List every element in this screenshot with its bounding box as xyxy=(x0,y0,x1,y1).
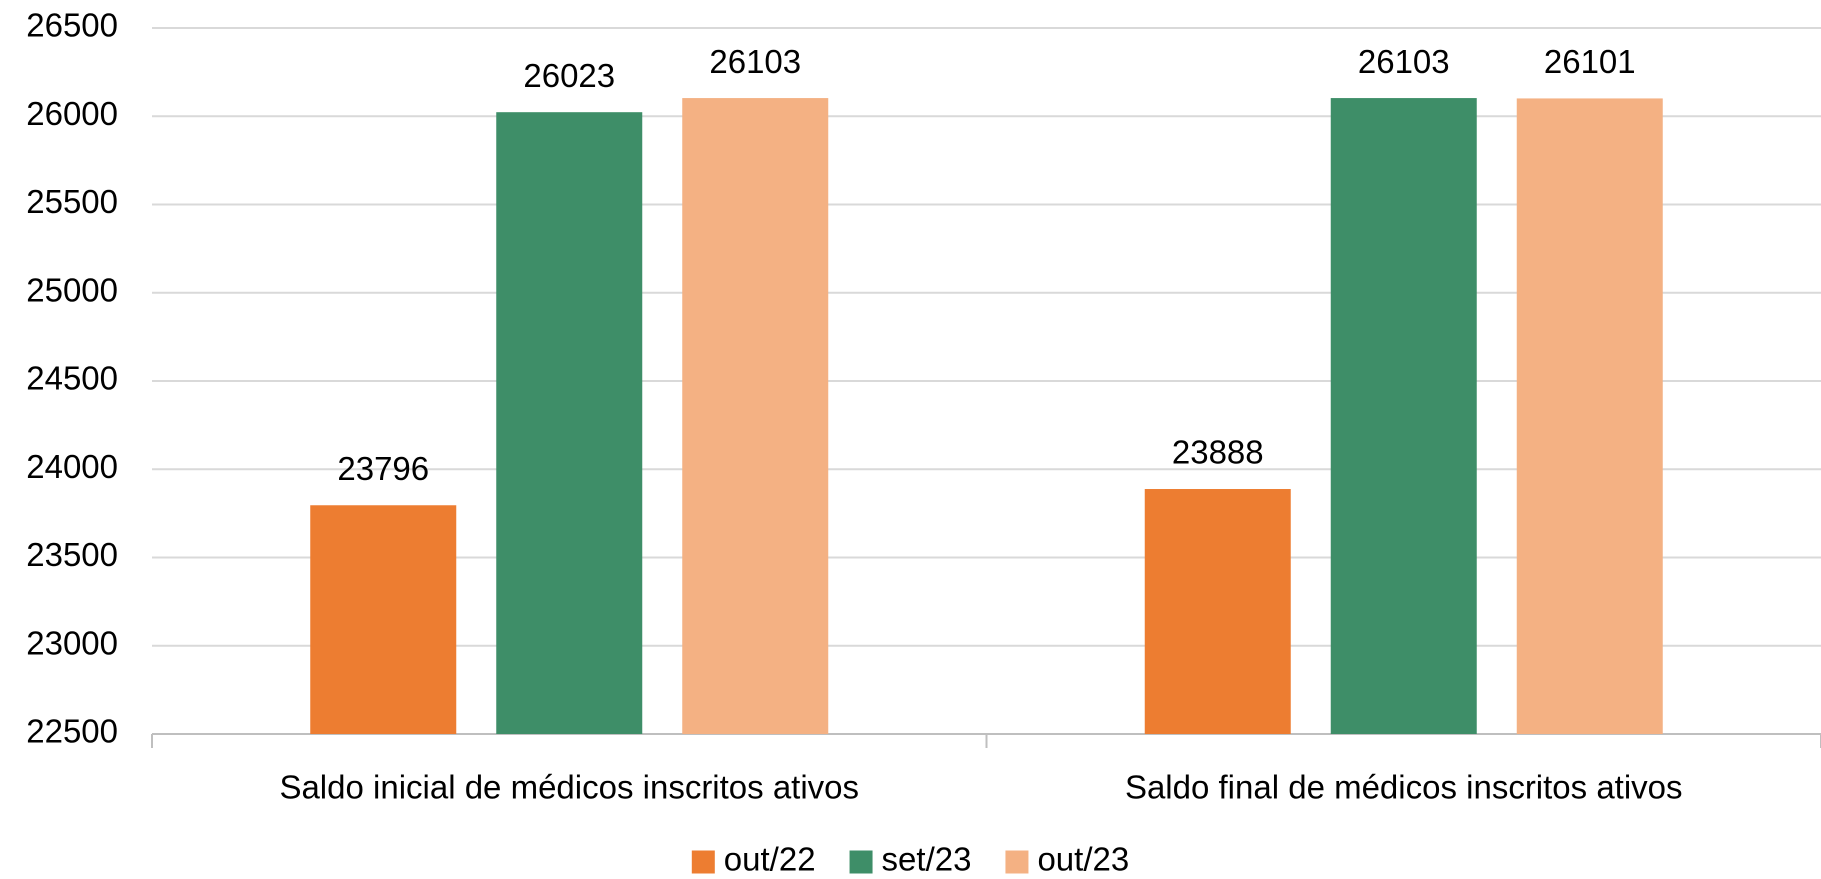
y-tick-label: 26000 xyxy=(26,95,118,132)
value-label: 26023 xyxy=(523,57,615,94)
bar xyxy=(682,98,829,735)
bar xyxy=(1516,98,1663,734)
value-label: 26103 xyxy=(709,43,801,80)
y-tick-label: 24500 xyxy=(26,360,118,397)
legend-swatch xyxy=(691,850,715,874)
bar xyxy=(1144,489,1291,734)
legend-swatch xyxy=(1005,850,1029,874)
y-tick-label: 23000 xyxy=(26,624,118,661)
y-tick-label: 24000 xyxy=(26,448,118,485)
x-tick-label: Saldo final de médicos inscritos ativos xyxy=(1125,769,1683,806)
value-label: 26101 xyxy=(1544,43,1636,80)
bar xyxy=(496,112,643,735)
bar xyxy=(1330,98,1477,735)
y-tick-label: 25500 xyxy=(26,183,118,220)
value-label: 23888 xyxy=(1172,434,1264,471)
value-label: 23796 xyxy=(337,450,429,487)
bar xyxy=(310,505,457,734)
legend-swatch xyxy=(849,850,873,874)
y-tick-label: 22500 xyxy=(26,713,118,750)
legend-label: out/23 xyxy=(1037,841,1129,878)
y-tick-label: 25000 xyxy=(26,271,118,308)
y-tick-label: 26500 xyxy=(26,7,118,44)
value-label: 26103 xyxy=(1358,43,1450,80)
y-tick-label: 23500 xyxy=(26,536,118,573)
legend-label: set/23 xyxy=(882,841,972,878)
legend-label: out/22 xyxy=(724,841,816,878)
x-tick-label: Saldo inicial de médicos inscritos ativo… xyxy=(279,769,859,806)
